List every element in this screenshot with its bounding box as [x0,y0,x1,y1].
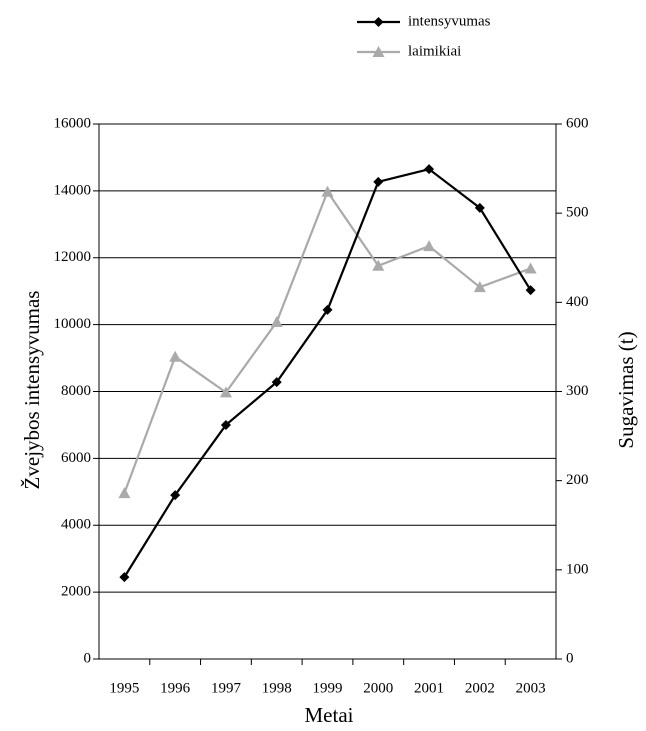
y2-tick-label: 500 [566,205,589,221]
x-axis-label: Metai [305,703,354,727]
y2-tick-label: 100 [566,561,589,577]
x-tick-label: 1996 [160,680,191,696]
y2-tick-label: 300 [566,383,589,399]
y2-tick-label: 400 [566,294,589,310]
marker [474,202,485,213]
marker [219,386,232,398]
x-tick-label: 1997 [211,680,242,696]
x-tick-label: 2001 [414,680,444,696]
marker [423,240,436,252]
marker [424,164,435,175]
marker [321,185,334,197]
marker [373,176,384,187]
marker [119,572,130,583]
y-tick-label: 4000 [61,517,91,533]
y-tick-label: 0 [84,650,92,666]
marker [169,350,182,362]
x-tick-label: 2000 [363,680,393,696]
marker [372,259,385,271]
series-line [123,167,532,578]
marker [524,262,537,274]
y-tick-label: 14000 [54,182,92,198]
marker [270,315,283,327]
legend-label: laimikiai [408,43,461,59]
marker [473,281,486,293]
y-axis-label: Žvejybos intensyvumas [20,291,44,490]
marker [170,490,181,501]
marker [220,419,231,430]
y-tick-label: 16000 [54,115,92,131]
y-tick-label: 8000 [61,383,91,399]
y-tick-label: 6000 [61,450,91,466]
x-tick-label: 1999 [313,680,343,696]
x-tick-label: 1995 [109,680,139,696]
y2-tick-label: 0 [566,650,574,666]
marker [271,377,282,388]
y2-tick-label: 600 [566,115,589,131]
legend-label: intensyvumas [408,13,491,29]
y-tick-label: 12000 [54,249,92,265]
y-tick-label: 2000 [61,584,91,600]
legend-marker [372,46,385,57]
marker [322,304,333,315]
series-line [123,189,531,494]
y2-tick-label: 200 [566,472,589,488]
x-tick-label: 2002 [465,680,495,696]
marker [525,285,536,296]
y-tick-label: 10000 [54,316,92,332]
y2-axis-label: Sugavimas (t) [614,331,638,448]
marker [118,487,131,499]
legend-marker [373,17,384,27]
x-tick-label: 1998 [262,680,292,696]
x-tick-label: 2003 [516,680,546,696]
